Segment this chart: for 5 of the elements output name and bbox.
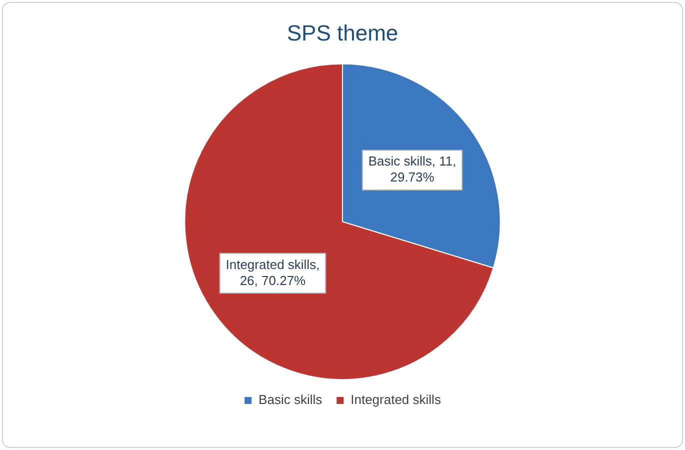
chart-title: SPS theme	[286, 20, 398, 46]
data-label: Basic skills, 11, 29.73%	[368, 154, 456, 185]
legend-label: Integrated skills	[350, 392, 442, 408]
data-label: Integrated skills, 26, 70.27%	[226, 256, 320, 288]
legend-label: Basic skills	[258, 392, 323, 408]
